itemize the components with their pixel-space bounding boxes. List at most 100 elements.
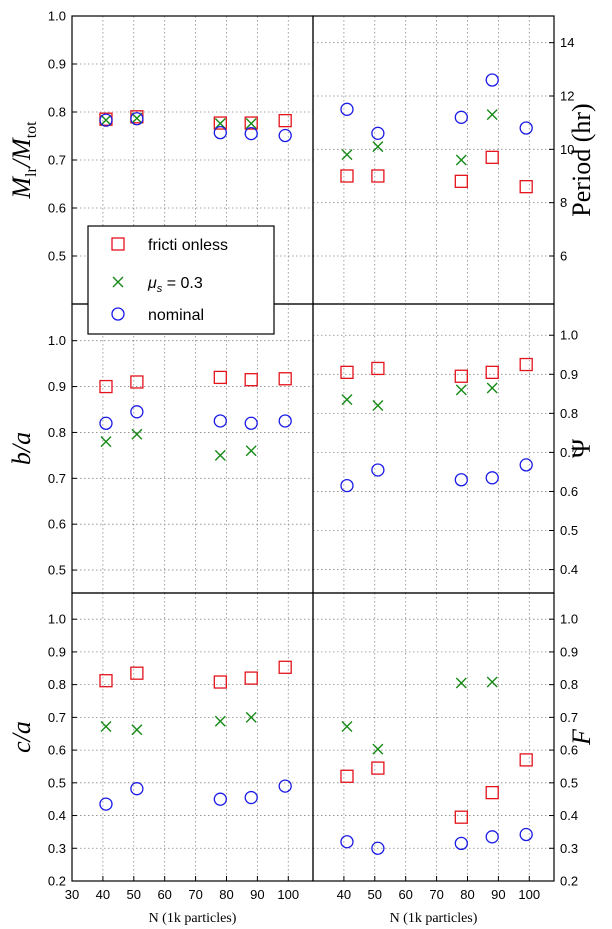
x-tick-label: 60: [157, 887, 171, 902]
point-frictionless: [454, 810, 468, 824]
point-frictionless: [244, 671, 258, 685]
panel-3: 0.5 0.6 0.7 0.8 0.9 1.0 b/a: [7, 303, 314, 594]
y-tick-label: 0.9: [48, 379, 66, 394]
point-frictionless: [371, 169, 385, 183]
y-tick-label: 0.8: [48, 425, 66, 440]
point-nominal: [371, 463, 385, 477]
point-mu03: [486, 382, 498, 394]
y-tick-label: 0.8: [560, 406, 578, 421]
y-axis-label: Ψ: [567, 438, 596, 458]
point-mu03: [455, 677, 467, 689]
y-tick-label: 0.4: [560, 562, 578, 577]
y-tick-label: 0.6: [48, 201, 66, 216]
point-frictionless: [519, 357, 533, 372]
y-tick-label: 10: [560, 142, 574, 157]
y-tick-label: 0.5: [560, 523, 578, 538]
legend-marker-mu03: [112, 276, 124, 288]
y-tick-label: 0.4: [48, 808, 66, 823]
y-tick-label: 0.5: [48, 775, 66, 790]
point-frictionless: [340, 769, 354, 783]
legend-marker-nominal: [111, 307, 125, 321]
point-frictionless: [278, 660, 292, 674]
point-nominal: [340, 478, 354, 493]
legend-marker-frictionless: [111, 237, 125, 251]
point-frictionless: [213, 370, 227, 385]
point-frictionless: [99, 674, 113, 688]
point-nominal: [371, 126, 385, 140]
panel-frame: [312, 592, 555, 882]
panel-4: 0.4 0.5 0.6 0.7 0.8 0.9 1.0 Ψ: [312, 303, 596, 594]
point-frictionless: [244, 373, 258, 387]
x-tick-label: 50: [127, 887, 141, 902]
legend-frame: [87, 225, 275, 335]
y-tick-label: 0.4: [560, 808, 578, 823]
y-tick-label: 0.9: [560, 367, 578, 382]
point-mu03: [214, 449, 226, 461]
panel-frame: [312, 15, 555, 305]
y-tick-label: 12: [560, 89, 574, 104]
point-frictionless: [485, 365, 499, 379]
point-mu03: [245, 445, 257, 457]
y-tick-label: 0.6: [48, 517, 66, 532]
y-tick-label: 0.3: [48, 841, 66, 856]
y-tick-label: 0.8: [48, 105, 66, 120]
y-tick-label: 0.9: [560, 644, 578, 659]
y-tick-label: 0.9: [48, 57, 66, 72]
point-nominal: [454, 110, 468, 124]
y-tick-label: 0.6: [48, 743, 66, 758]
point-nominal: [213, 125, 227, 140]
point-mu03: [486, 109, 498, 121]
y-tick-label: 0.8: [560, 677, 578, 692]
point-mu03: [341, 394, 353, 406]
y-tick-label: 0.7: [48, 471, 66, 486]
point-mu03: [341, 149, 353, 161]
point-mu03: [100, 114, 112, 126]
x-axis-label: N (1k particles): [149, 911, 237, 926]
x-tick-label: 80: [460, 887, 474, 902]
y-axis-label: b/a: [7, 432, 36, 465]
legend-mu-symbol: μ: [147, 275, 157, 292]
point-mu03: [214, 118, 226, 130]
point-nominal: [340, 835, 354, 849]
point-frictionless: [454, 174, 468, 188]
x-tick-label: 80: [219, 887, 233, 902]
point-mu03: [372, 400, 384, 412]
x-tick-label: 30: [65, 887, 79, 902]
legend-mu-subscript: s: [157, 283, 163, 295]
y-tick-label: 0.6: [560, 484, 578, 499]
panel-frame: [71, 592, 314, 882]
y-tick-label: 14: [560, 35, 574, 50]
point-frictionless: [454, 369, 468, 383]
point-nominal: [99, 113, 113, 127]
x-tick-label: 50: [368, 887, 382, 902]
point-mu03: [245, 118, 257, 130]
x-tick-label: 100: [518, 887, 540, 902]
y-tick-label: 1.0: [48, 612, 66, 627]
point-mu03: [214, 715, 226, 727]
point-nominal: [371, 841, 385, 855]
point-frictionless: [278, 372, 292, 386]
legend-mu-value: = 0.3: [162, 275, 203, 292]
point-frictionless: [278, 113, 292, 128]
x-axis-label: N (1k particles): [390, 911, 478, 926]
panel-5: 30 40 50 60 70 80 90 100 0.2 0.3 0.4 0.5 0.6 0.7 0.8 0.…: [7, 592, 314, 926]
point-frictionless: [340, 169, 354, 183]
point-nominal: [340, 102, 354, 116]
y-tick-label: 0.9: [48, 644, 66, 659]
point-frictionless: [371, 761, 385, 775]
x-tick-label: 70: [188, 887, 202, 902]
point-mu03: [245, 711, 257, 723]
y-tick-label: 1.0: [48, 333, 66, 348]
point-nominal: [519, 458, 533, 472]
y-tick-label: 0.7: [48, 710, 66, 725]
point-mu03: [131, 112, 143, 124]
panel-frame: [71, 303, 314, 594]
y-tick-label: 0.8: [48, 677, 66, 692]
y-axis-label: Mlr/Mtot: [7, 121, 40, 200]
point-frictionless: [130, 666, 144, 680]
point-mu03: [372, 141, 384, 153]
x-tick-label: 40: [96, 887, 110, 902]
point-frictionless: [213, 116, 227, 130]
y-tick-label: 0.5: [48, 249, 66, 264]
